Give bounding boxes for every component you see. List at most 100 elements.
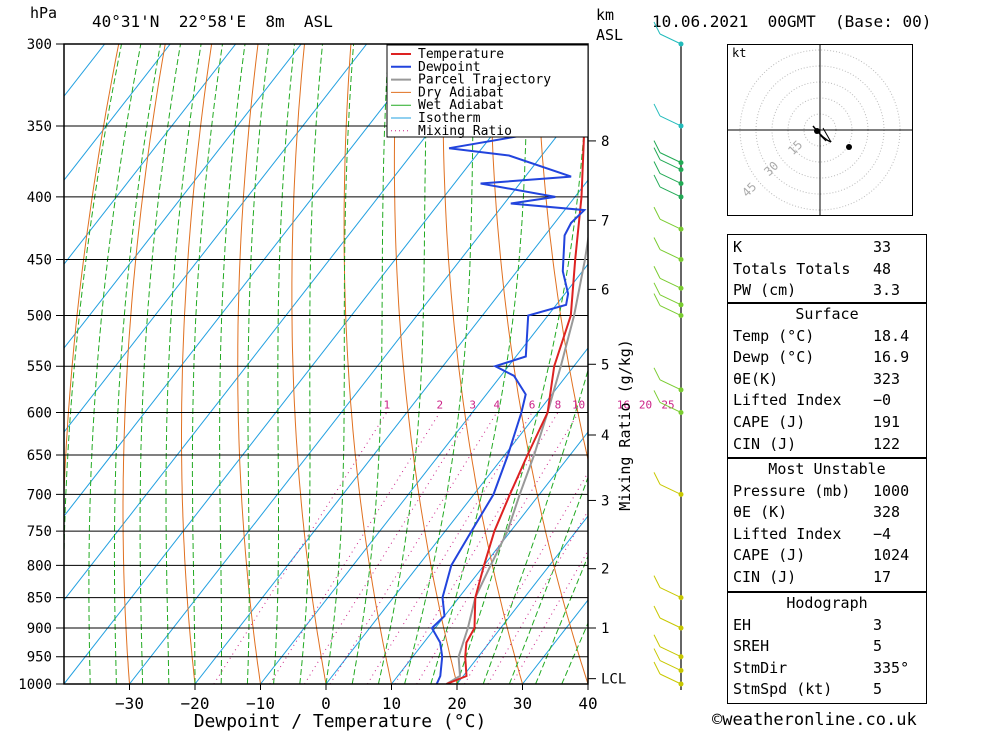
km-tick-labels: 8 7 6 5 4 3 2 1 LCL — [588, 134, 626, 688]
wet-adiabat-line — [377, 44, 429, 684]
wind-barbs — [653, 21, 684, 687]
mu-row-thetae: θE (K) 328 — [733, 503, 901, 522]
index-row-totals: Totals Totals 48 — [733, 259, 892, 278]
surface-row-lifted-index: Lifted Index −0 — [733, 391, 892, 410]
wet-adiabat-line — [325, 44, 355, 684]
wet-adiabat-line — [191, 44, 223, 684]
surface-row-cape: CAPE (J) 191 — [733, 412, 901, 431]
copyright-link[interactable]: ©weatheronline.co.uk — [712, 710, 917, 730]
hodograph-storm-vector — [822, 127, 832, 143]
km-tick-label: 4 — [601, 428, 609, 444]
wet-adiabat-line — [219, 44, 246, 684]
mixing-ratio-label: 3 — [469, 398, 476, 411]
temperature-tick-label: 40 — [578, 694, 597, 713]
location-title: 40°31'N 22°58'E 8m ASL — [92, 12, 333, 31]
wind-barb-staff — [659, 115, 682, 127]
km-tick-label: 2 — [601, 562, 609, 578]
isotherm-line — [64, 44, 106, 97]
km-tick-label: 1 — [601, 621, 609, 637]
dewpoint-line — [430, 44, 587, 684]
surface-row-temp: Temp (°C) 18.4 — [733, 326, 910, 345]
wind-barb-staff — [659, 587, 682, 599]
wind-barb-staff — [659, 152, 682, 164]
wind-barb-flag — [653, 634, 661, 647]
wet-adiabat-line — [88, 44, 142, 684]
wind-barb-flag — [653, 472, 661, 485]
wind-barb-staff — [659, 277, 682, 289]
hodograph-panel: Hodograph EH 3 SREH 5 StmDir 335° StmSpd (k… — [727, 592, 927, 704]
mu-row-cin: CIN (J) 17 — [733, 567, 892, 586]
temperature-tick-label: −30 — [115, 694, 144, 713]
hodo-row-stmspd: StmSpd (kt) 5 — [733, 680, 883, 699]
hodograph-storm-motion-point — [846, 144, 852, 150]
wet-adiabat-line — [246, 44, 270, 684]
wet-adiabat-line — [561, 621, 588, 684]
temperature-tick-label: −10 — [246, 694, 275, 713]
mixing-ratio-label: 10 — [572, 398, 585, 411]
isotherm-line — [64, 44, 237, 265]
mixing-ratio-line — [366, 412, 533, 684]
isotherm-line — [64, 44, 564, 684]
mixing-ratio-label: 20 — [639, 398, 652, 411]
mixing-ratio-label: 4 — [493, 398, 500, 411]
legend-entry: Dewpoint — [418, 60, 481, 75]
dry-adiabat-line — [64, 44, 120, 684]
wind-barb-staff — [659, 305, 682, 316]
temperature-line — [446, 80, 588, 684]
hodograph-unit-label: kt — [732, 46, 746, 60]
mixing-ratio-label: 25 — [661, 398, 674, 411]
surface-title: Surface — [795, 305, 859, 323]
pressure-tick-label: 850 — [27, 591, 52, 607]
wet-adiabat-line — [404, 44, 476, 684]
wind-barb-staff — [659, 186, 682, 198]
wind-barb-staff — [659, 218, 682, 230]
wind-barb-staff — [659, 483, 682, 495]
mu-row-cape: CAPE (J) 1024 — [733, 546, 910, 565]
temperature-tick-label: 0 — [321, 694, 331, 713]
most-unstable-panel: Most Unstable Pressure (mb) 1000 θE (K) 32… — [727, 458, 927, 592]
wind-barb-flag — [653, 293, 661, 306]
wind-barb-flag — [653, 147, 661, 160]
hodo-row-eh: EH 3 — [733, 615, 883, 634]
wind-barb-flag — [653, 367, 661, 381]
pressure-tick-label: 950 — [27, 650, 52, 666]
mixing-ratio-label: 6 — [529, 398, 536, 411]
km-tick-label: 7 — [601, 213, 609, 229]
isotherm-line — [64, 44, 368, 433]
surface-row-cin: CIN (J) 122 — [733, 434, 901, 453]
legend-entry: Temperature — [418, 47, 504, 62]
skewt-chart: 3003504004505005506006507007508008509009… — [18, 21, 684, 732]
mixing-ratio-line — [394, 412, 559, 684]
pressure-tick-label: 400 — [27, 190, 52, 206]
wind-barb-flag — [653, 103, 661, 117]
km-tick-label: 8 — [601, 134, 609, 150]
plot-frame — [63, 43, 589, 685]
pressure-lines — [56, 43, 588, 685]
km-tick-label: 6 — [601, 282, 609, 298]
index-row-pw: PW (cm) 3.3 — [733, 281, 901, 300]
dry-adiabat-line — [237, 44, 261, 684]
x-axis-label: Dewpoint / Temperature (°C) — [194, 711, 487, 732]
wind-barb-staff — [659, 402, 682, 413]
wind-barb-flag — [653, 282, 661, 296]
wind-barb-staff — [659, 294, 682, 306]
pressure-tick-label: 300 — [27, 37, 52, 53]
isotherm-line — [64, 44, 302, 349]
height-unit-label: km — [596, 6, 615, 24]
isotherm-line — [260, 263, 588, 684]
temperature-tick-labels: −30 −20 −10 0 10 20 30 40 — [115, 684, 598, 713]
wind-barb-staff — [659, 33, 682, 45]
pressure-tick-label: 1000 — [18, 677, 52, 693]
wind-barb-flag — [653, 161, 661, 174]
index-row-k: K 33 — [733, 238, 892, 256]
wind-barb-staff — [659, 617, 682, 629]
pressure-tick-label: 500 — [27, 309, 52, 325]
pressure-unit-label: hPa — [30, 4, 58, 22]
wind-barb-flag — [653, 648, 661, 661]
wind-barb-flag — [653, 266, 661, 279]
wet-adiabat-line — [165, 44, 202, 684]
mixing-ratio-axis-label: Mixing Ratio (g/kg) — [616, 339, 634, 511]
legend-entry: Dry Adiabat — [418, 85, 504, 100]
isotherm-line — [64, 44, 433, 517]
